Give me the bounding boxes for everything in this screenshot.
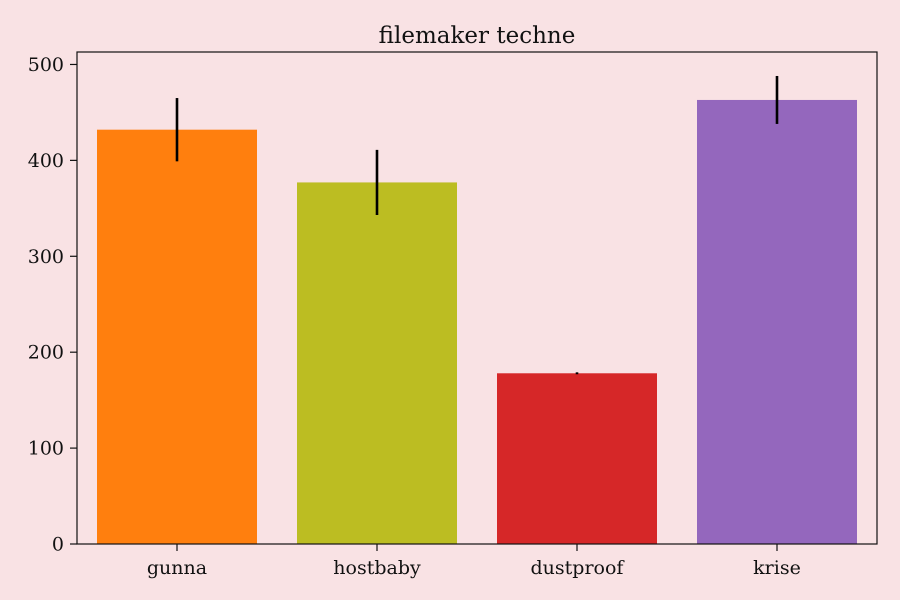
y-tick-label: 200	[28, 342, 64, 364]
axes-frame	[76, 51, 878, 545]
y-axis: 0 100 200 300 400 500	[28, 54, 77, 556]
y-tick-label: 500	[28, 54, 64, 76]
bar-dustproof	[497, 373, 657, 544]
x-tick-label: hostbaby	[333, 557, 421, 579]
y-tick-label: 300	[28, 246, 64, 268]
plot-area	[97, 75, 857, 545]
x-axis: gunna hostbaby dustproof krise	[147, 544, 801, 579]
y-tick-label: 100	[28, 438, 64, 460]
bar-gunna	[97, 129, 257, 544]
y-tick-label: 0	[52, 534, 64, 556]
x-tick-label: dustproof	[531, 557, 626, 579]
bar-krise	[697, 99, 857, 544]
x-tick-label: krise	[753, 557, 801, 579]
bar-hostbaby	[297, 182, 457, 545]
y-tick-label: 400	[28, 150, 64, 172]
chart-title: filemaker techne	[379, 23, 576, 49]
x-tick-label: gunna	[147, 557, 207, 579]
